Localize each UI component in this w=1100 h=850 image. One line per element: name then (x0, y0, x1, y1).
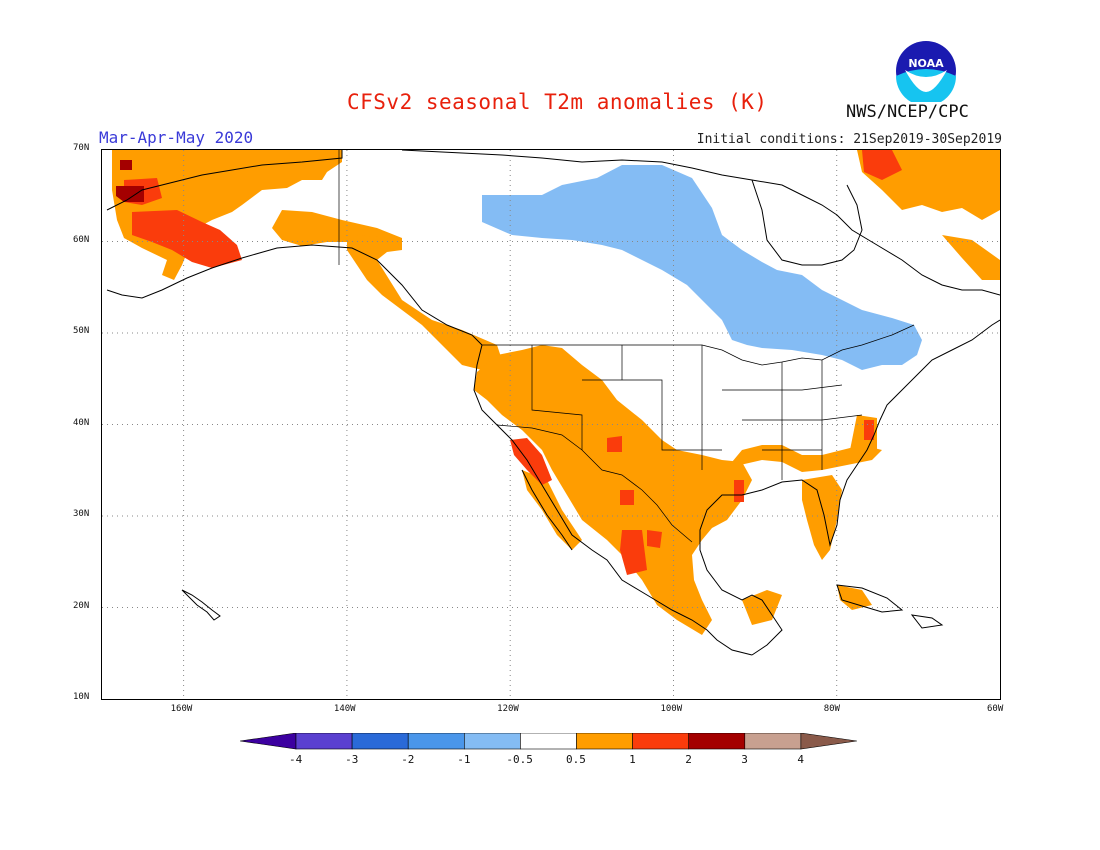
colorbar-segment (464, 733, 521, 750)
anomaly-us-west-mexico (474, 345, 752, 635)
colorbar-segment (407, 733, 465, 750)
colorbar-segment (295, 733, 353, 750)
anomaly-alaska-hottest (116, 160, 144, 202)
colorbar-segment (520, 733, 577, 750)
colorbar-label: 4 (797, 753, 805, 766)
colorbar-label: 0.5 (566, 753, 586, 766)
colorbar-label: -0.5 (506, 753, 533, 766)
lon-tick-label: 140W (333, 704, 356, 714)
lon-tick-label: 160W (170, 704, 193, 714)
colorbar-label: 2 (685, 753, 692, 766)
colorbar-max-arrow (800, 733, 857, 750)
lat-tick-label: 40N (73, 417, 90, 428)
colorbar (240, 733, 857, 750)
anomaly-labrador (942, 235, 1000, 280)
colorbar-label: -2 (401, 753, 415, 766)
anomaly-cuba (837, 585, 872, 610)
logo-text: NOAA (908, 57, 944, 70)
lon-tick-label: 80W (823, 704, 840, 714)
colorbar-segment (632, 733, 690, 750)
coastlines (106, 150, 1000, 656)
lat-tick-label: 70N (73, 143, 90, 153)
season-label: Mar-Apr-May 2020 (99, 128, 254, 147)
anomaly-sw-hot (607, 436, 634, 505)
lon-tick-label: 120W (497, 704, 519, 714)
initial-conditions-label: Initial conditions: 21Sep2019-30Sep2019 (696, 132, 1002, 147)
borders (338, 150, 915, 543)
anomaly-baja (522, 470, 582, 550)
colorbar-segment (688, 733, 746, 750)
anomaly-bc-coast (347, 235, 502, 370)
anomaly-sw-hot (510, 438, 552, 485)
anomaly-alaska-hot (132, 210, 242, 268)
colorbar-label: -3 (345, 753, 359, 766)
anomaly-us-southeast (727, 445, 882, 472)
lat-tick-label: 20N (73, 600, 90, 611)
anomaly-sw-hot (620, 530, 662, 575)
map-svg (102, 150, 1000, 699)
agency-label: NWS/NCEP/CPC (846, 102, 969, 122)
colorbar-segment (744, 733, 802, 750)
anomaly-greenland-hot (862, 150, 902, 180)
lon-tick-label: 100W (660, 704, 683, 714)
lon-tick-label: 60W (987, 704, 1004, 714)
colorbar-segment (576, 733, 633, 750)
colorbar-label: -4 (289, 753, 303, 766)
anomaly-canada-cool (482, 165, 922, 370)
map-panel (101, 149, 1001, 700)
lat-tick-label: 60N (73, 234, 90, 245)
colorbar-segment (351, 733, 409, 750)
chart-title: CFSv2 seasonal T2m anomalies (K) (347, 90, 768, 114)
colorbar-min-arrow (240, 733, 297, 750)
colorbar-label: 3 (741, 753, 748, 766)
lat-tick-label: 30N (73, 509, 90, 519)
anomaly-us-southeast (802, 475, 842, 560)
lat-tick-label: 10N (73, 692, 90, 702)
colorbar-label: -1 (457, 753, 471, 766)
lat-tick-label: 50N (73, 326, 90, 336)
anomaly-shading (112, 150, 1000, 635)
noaa-logo: NOAA (896, 41, 956, 102)
colorbar-label: 1 (629, 753, 636, 766)
